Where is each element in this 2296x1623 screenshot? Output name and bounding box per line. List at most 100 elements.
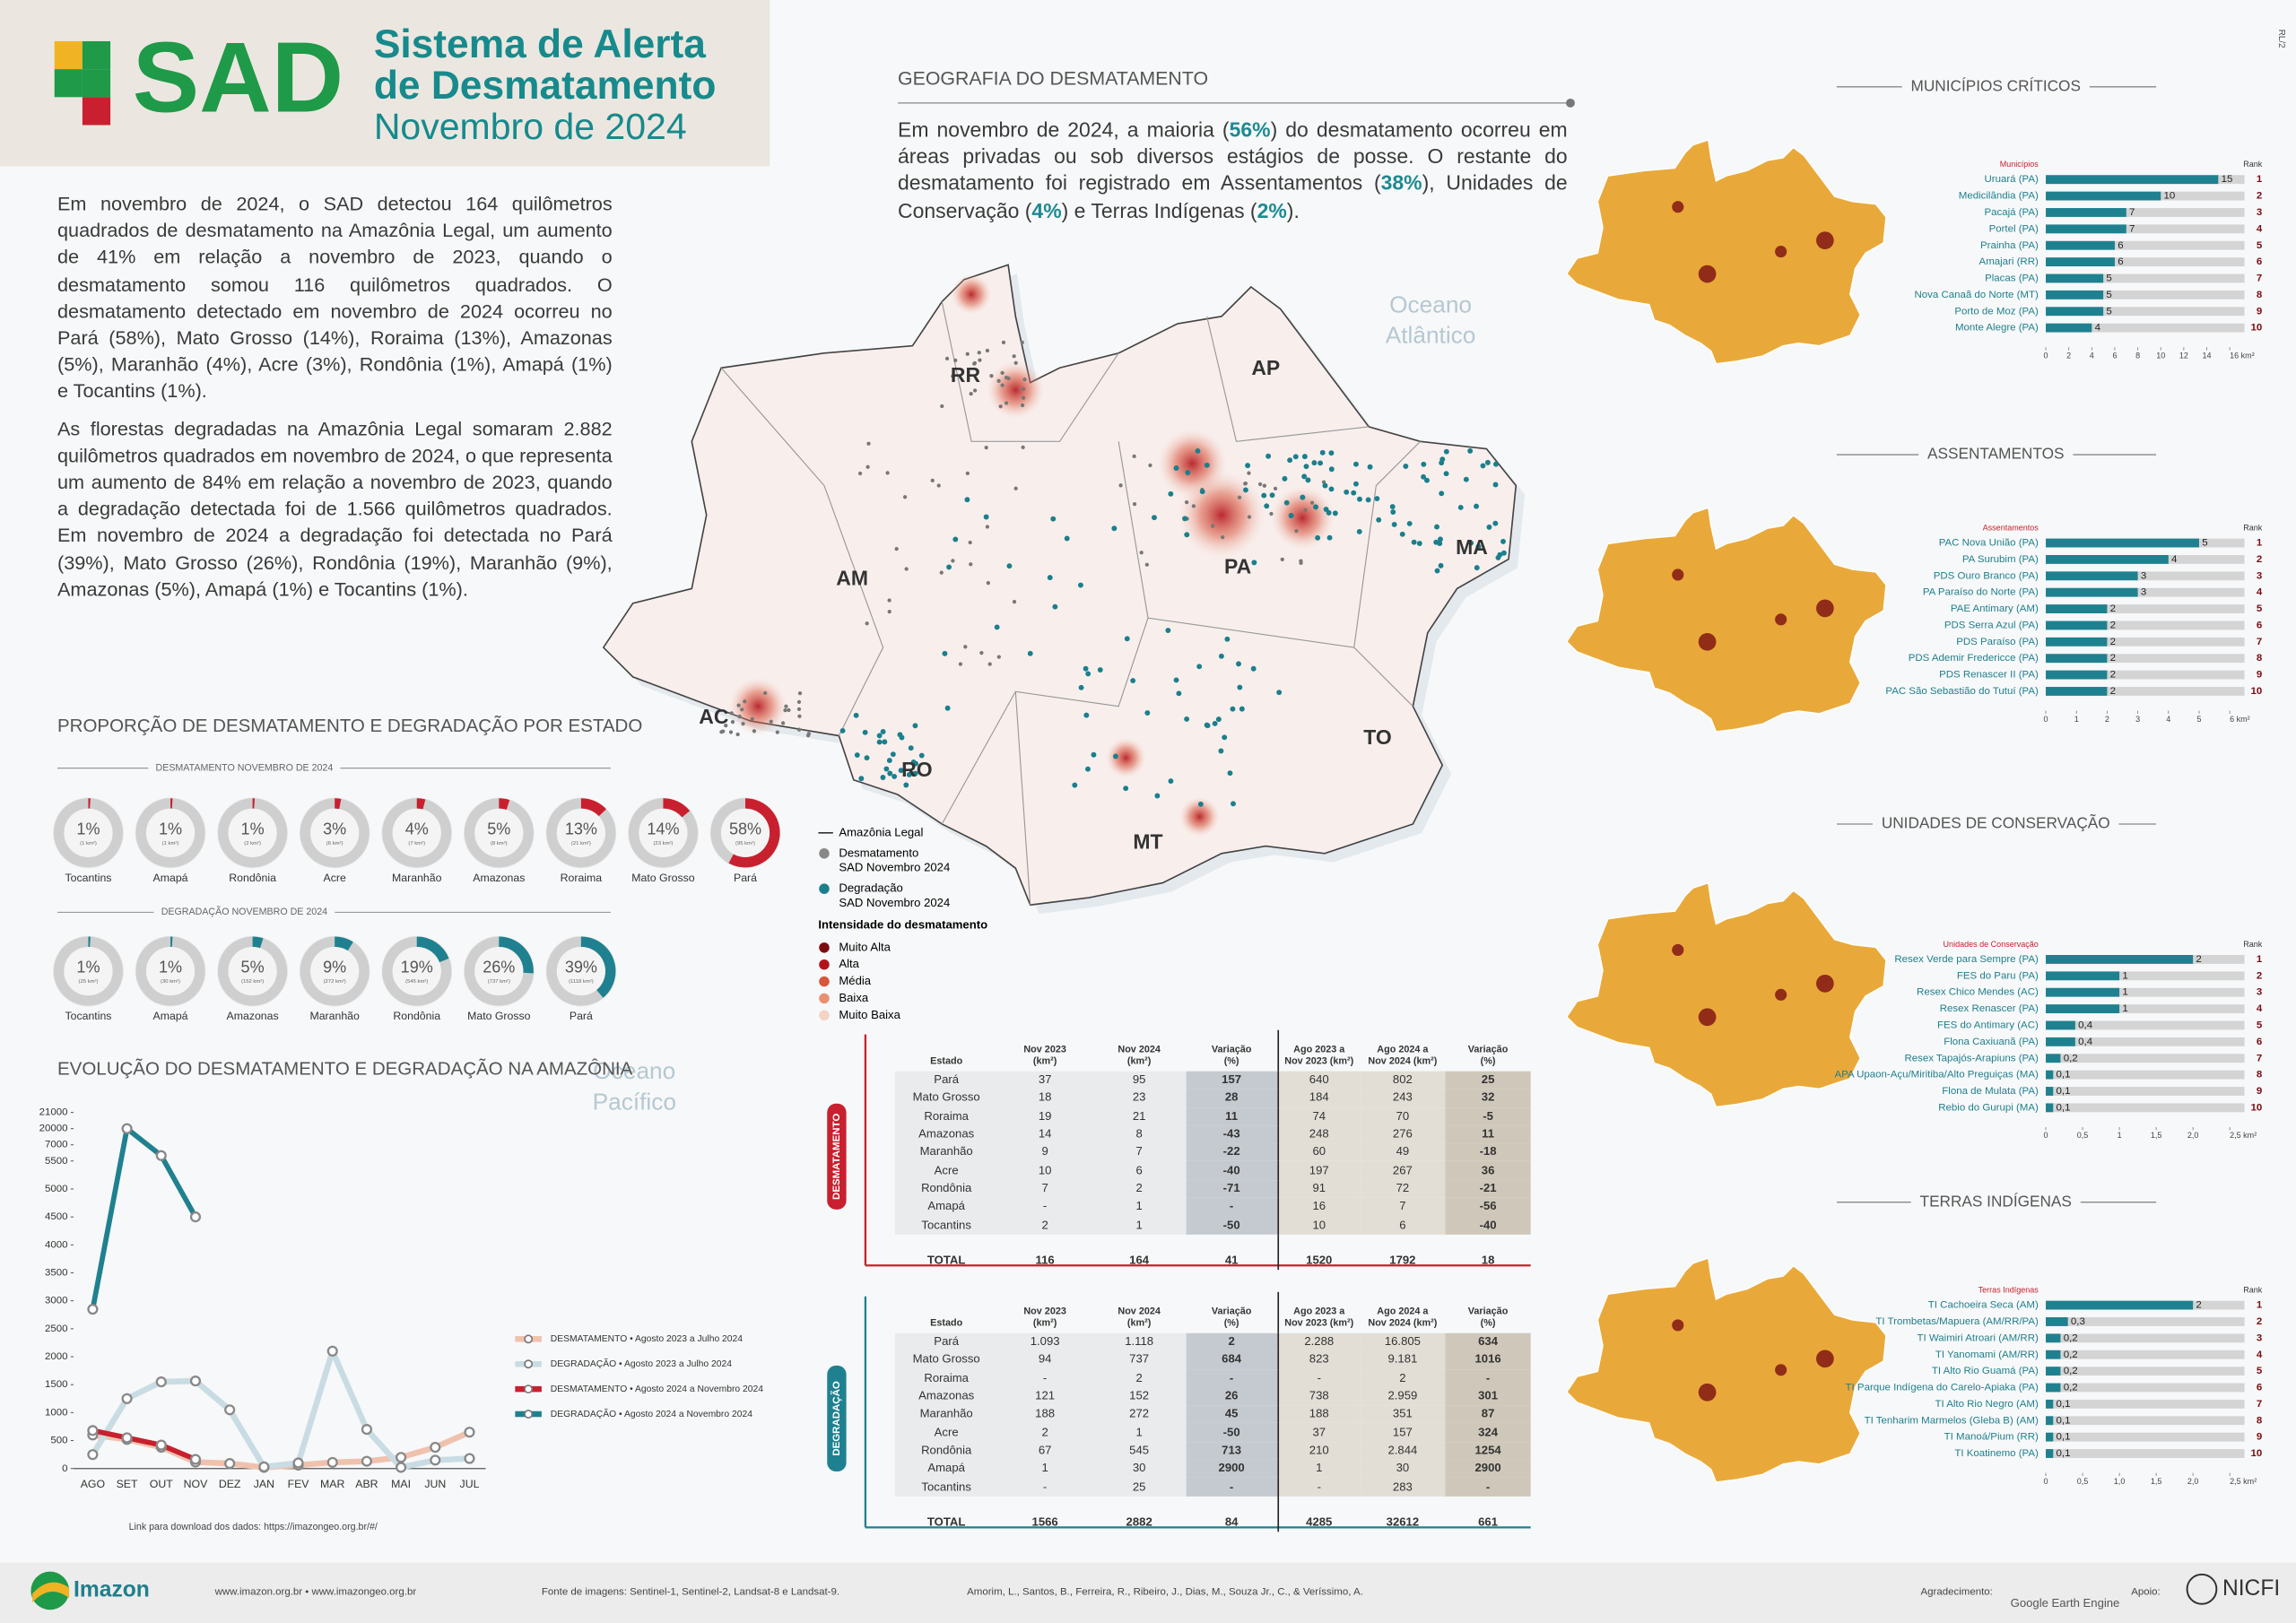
- table-cell: 1.093: [997, 1332, 1092, 1351]
- logo-square: [54, 40, 83, 70]
- mini-map: [1566, 507, 1887, 733]
- imazon-logo: [32, 1582, 70, 1603]
- map-dot: [979, 651, 984, 655]
- mini-map-spot: [1816, 975, 1834, 993]
- table-cell: 738: [1276, 1387, 1361, 1406]
- logo-text: SAD: [133, 22, 344, 134]
- header-cell: Variação (%): [1467, 1306, 1509, 1329]
- series-point: [326, 1456, 338, 1468]
- map-dot: [1319, 449, 1326, 456]
- map-dot: [1112, 753, 1118, 759]
- map-dot: [891, 773, 898, 779]
- header-cell: Ago 2024 a Nov 2024 (km²): [1368, 1045, 1438, 1067]
- bar-track: [2046, 1350, 2245, 1359]
- map-dot: [1185, 470, 1191, 475]
- bar-category: APA Upaon-Açu/Miritiba/Alto Preguiças (M…: [1834, 1070, 2039, 1081]
- bar-category: PDS Ouro Branco (PA): [1934, 570, 2039, 581]
- total-cell: 116: [1035, 1253, 1055, 1267]
- map-dot: [729, 711, 734, 716]
- rank: 2: [2257, 191, 2262, 202]
- x-tick-label: 2: [2105, 715, 2109, 724]
- donut-category: Amazonas: [473, 872, 525, 884]
- footer-support: Apoio:: [2131, 1587, 2161, 1598]
- map-dot: [1332, 510, 1338, 516]
- map-dot: [1123, 785, 1129, 792]
- bar-value: 6: [2118, 256, 2123, 267]
- table-cell: Amazonas: [894, 1125, 998, 1144]
- bar-value: 5: [2106, 273, 2111, 284]
- series-point: [258, 1461, 270, 1472]
- donut-arc: [335, 798, 342, 810]
- map-dot: [1196, 664, 1203, 670]
- bar-value: 0,2: [2064, 1383, 2078, 1393]
- table-cell: -: [1276, 1369, 1361, 1388]
- bar-category: TI Waimiri Atroari (AM/RR): [1918, 1332, 2039, 1343]
- table-cell: Amazonas: [894, 1387, 998, 1406]
- map-dot: [1301, 473, 1308, 480]
- header-cell: Variação (%): [1467, 1045, 1509, 1067]
- donut-label: 1%: [159, 820, 182, 838]
- map-dot: [1227, 770, 1233, 777]
- chart-subtitle: DEGRADAÇÃO NOVEMBRO DE 2024: [161, 906, 327, 917]
- mini-map-spot: [1816, 231, 1834, 249]
- table-row: Mato Grosso 18 23 28 184 243 32: [894, 1089, 1531, 1108]
- column-label: Municípios: [2000, 160, 2039, 169]
- map-dot: [876, 733, 883, 739]
- map-dot: [1027, 650, 1033, 656]
- bar-value: 15: [2222, 174, 2233, 185]
- map-dot: [1315, 534, 1321, 541]
- rank: 6: [2257, 1037, 2262, 1047]
- map-dot: [775, 730, 779, 734]
- state-border: [1014, 691, 1031, 906]
- map-dot: [1224, 636, 1231, 642]
- donut-category: Maranhão: [309, 1010, 360, 1022]
- map-dot: [882, 739, 888, 745]
- footer-band: [0, 1562, 2296, 1623]
- table-cell: 70: [1360, 1107, 1446, 1126]
- donut-area: (21 km²): [571, 841, 591, 846]
- bar-category: PDS Serra Azul (PA): [1944, 620, 2039, 630]
- map-dot: [1085, 766, 1091, 772]
- map-dot: [1000, 370, 1004, 375]
- bar-category: TI Koatinemo (PA): [1954, 1448, 2039, 1459]
- bar-value: 3: [2141, 570, 2146, 581]
- map-dot: [1230, 706, 1236, 712]
- map-dot: [1239, 706, 1245, 712]
- map-dot: [1457, 504, 1464, 510]
- bar-track: [2046, 971, 2245, 981]
- map-dot: [1144, 710, 1151, 716]
- rank: 6: [2257, 1383, 2262, 1393]
- bar-track: [2046, 307, 2245, 317]
- bar: [2046, 323, 2092, 333]
- rank: 7: [2257, 1399, 2262, 1410]
- heat-spot: [1177, 471, 1266, 560]
- table-cell: 283: [1360, 1478, 1446, 1497]
- legend-text: DEGRADAÇÃO • Agosto 2024 a Novembro 2024: [551, 1408, 752, 1419]
- map-dot: [1282, 475, 1288, 482]
- ocean-label: Atlântico: [1386, 322, 1476, 349]
- map-dot: [1012, 599, 1017, 604]
- map-dot: [839, 727, 846, 733]
- table-cell: 87: [1445, 1405, 1531, 1424]
- map-dot: [743, 699, 747, 704]
- map-dot: [968, 540, 972, 545]
- map-dot: [784, 704, 788, 708]
- bar: [2046, 1004, 2120, 1014]
- map-dot: [1305, 477, 1311, 483]
- rank: 9: [2257, 306, 2262, 317]
- rank: 2: [2257, 1316, 2262, 1327]
- table-cell: Tocantins: [894, 1216, 998, 1235]
- bar: [2046, 175, 2219, 185]
- map-dot: [1326, 534, 1333, 541]
- series-point: [121, 1123, 133, 1134]
- series-point: [189, 1454, 202, 1465]
- map-dot: [1012, 354, 1016, 359]
- rank: 8: [2257, 1415, 2263, 1426]
- map-dot: [1250, 665, 1257, 672]
- series-point: [430, 1454, 441, 1466]
- bar-category: Flona Caxiuanã (PA): [1944, 1037, 2039, 1047]
- table-cell: 2: [1186, 1332, 1278, 1351]
- donut-hole: [392, 947, 441, 996]
- rank: 10: [2250, 1448, 2262, 1459]
